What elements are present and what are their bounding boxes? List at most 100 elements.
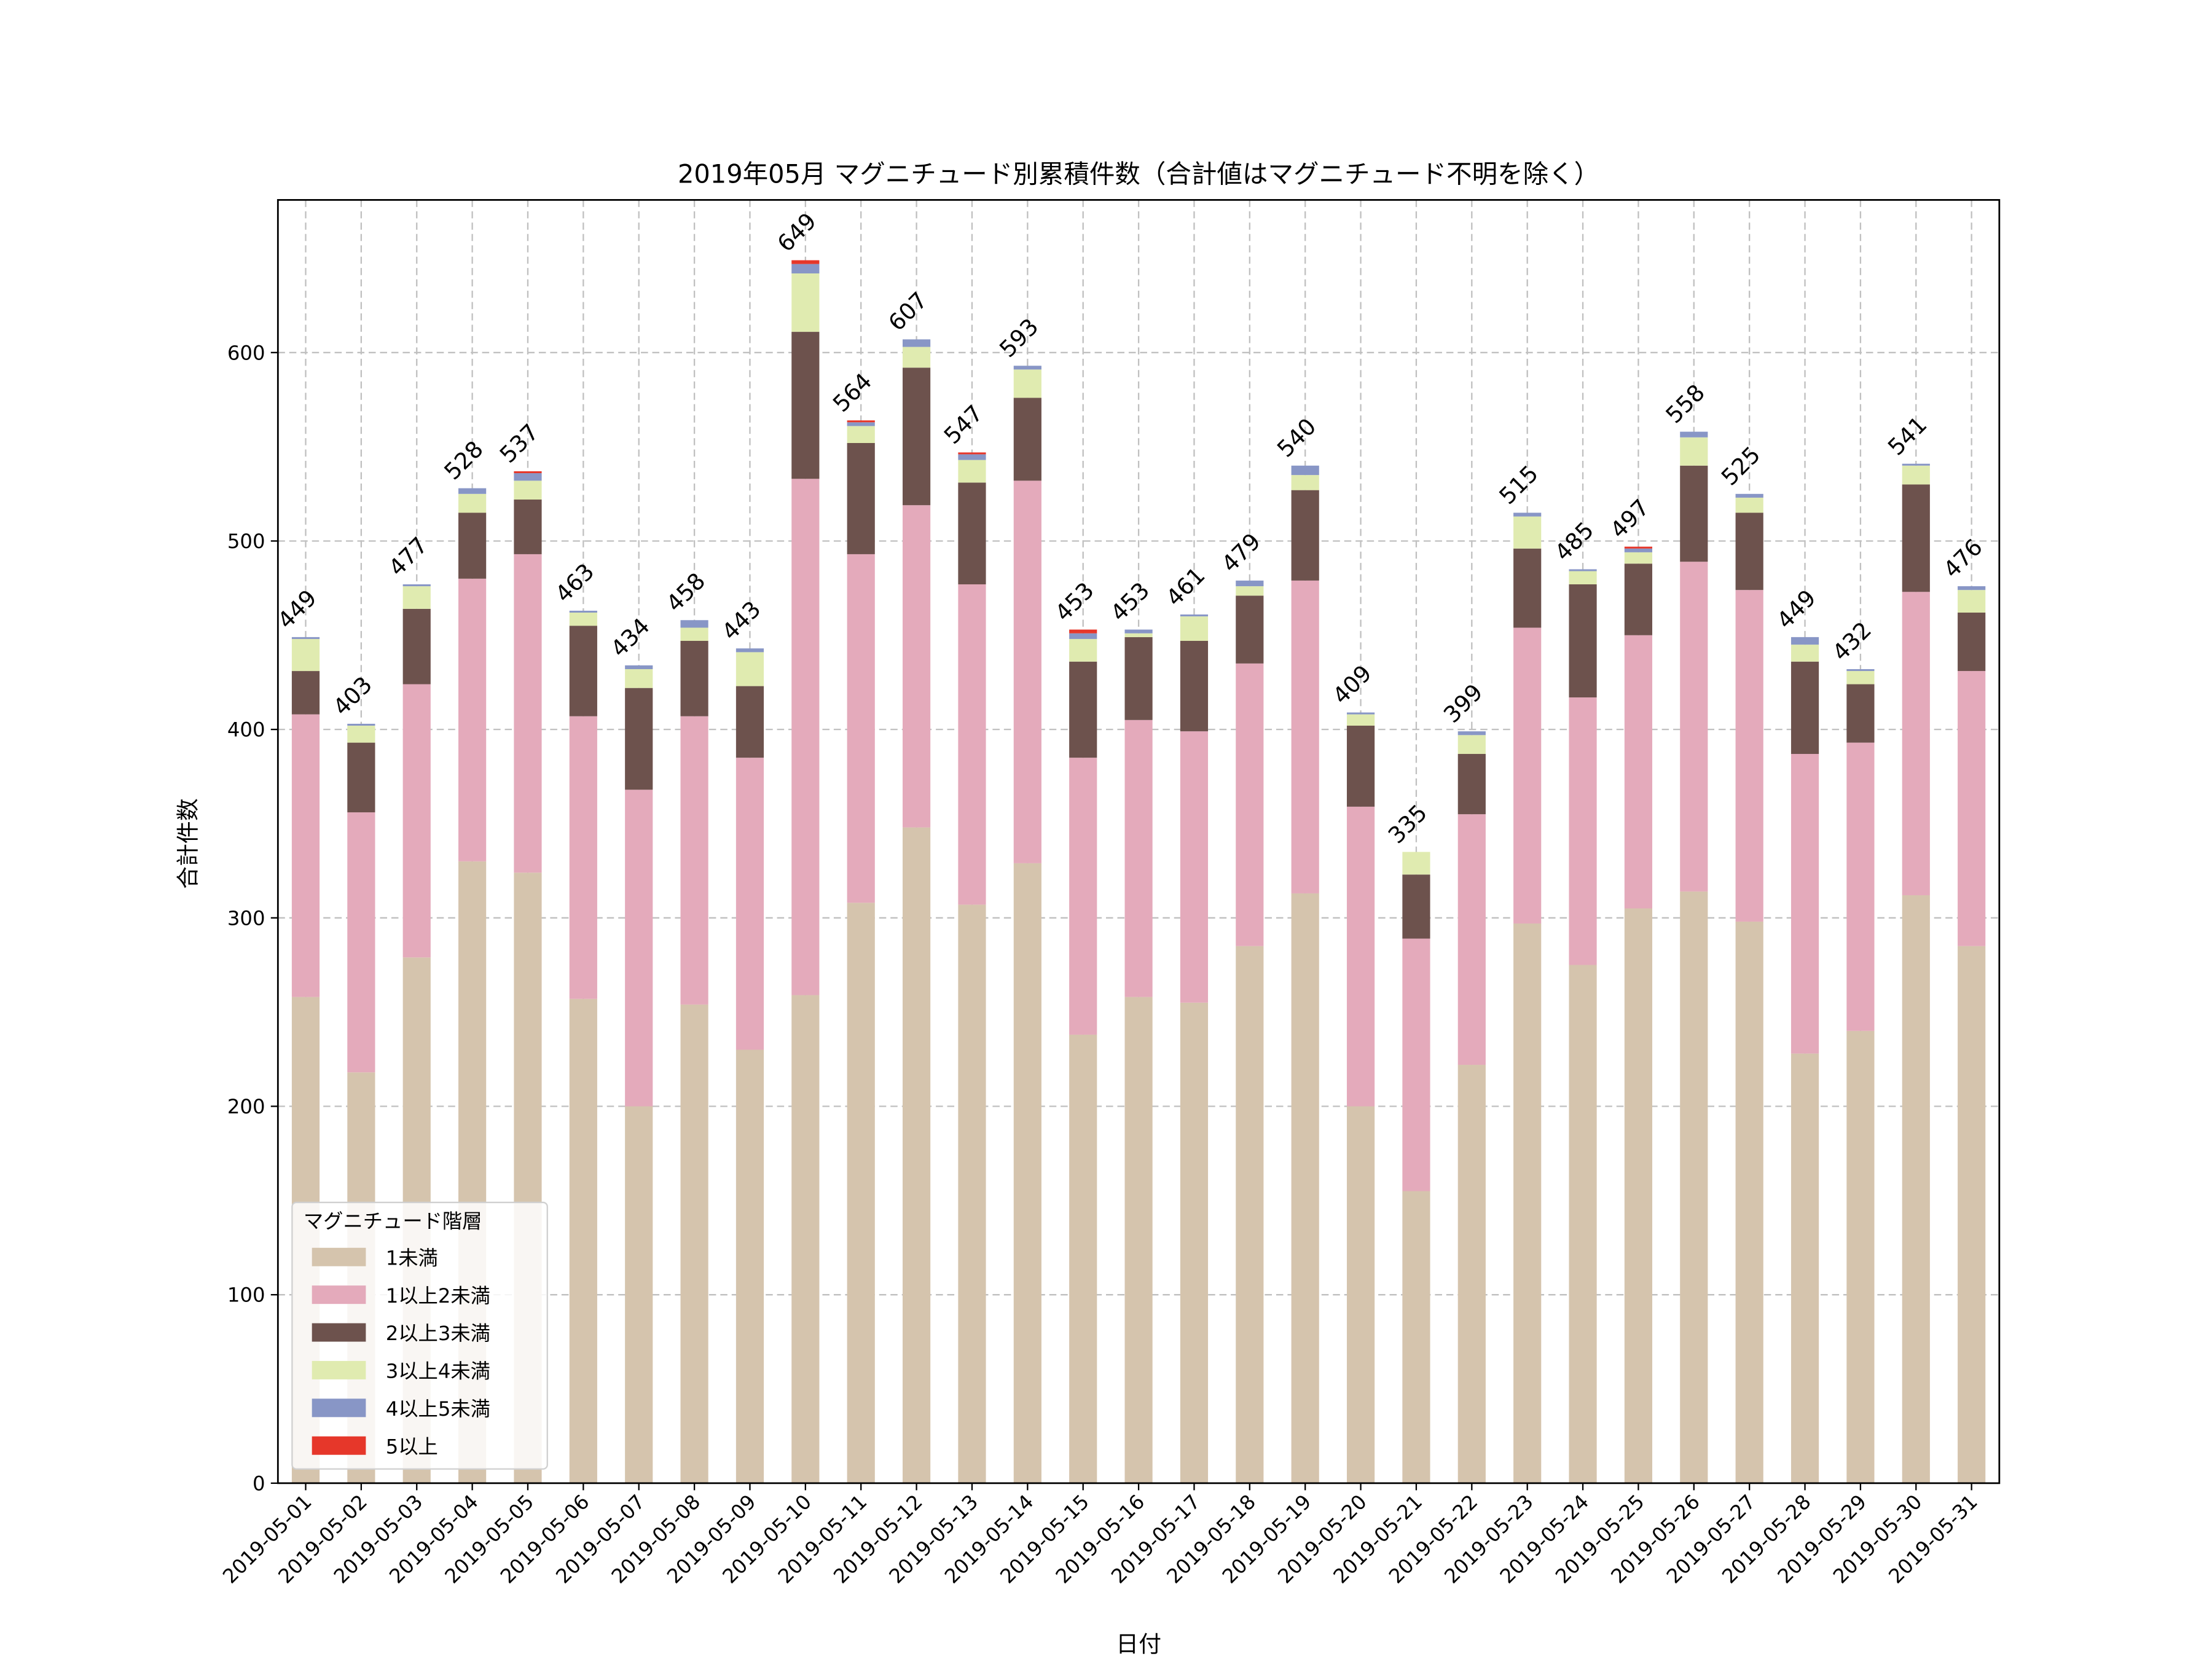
bar-segment-0 [1346, 1106, 1375, 1483]
bar-segment-3 [1346, 714, 1375, 726]
bar-segment-2 [1902, 484, 1930, 592]
bar-segment-0 [791, 995, 820, 1483]
bars [291, 260, 1986, 1483]
bar-segment-1 [1846, 742, 1875, 1031]
bar-segment-2 [1457, 754, 1486, 815]
bar-segment-0 [1735, 921, 1763, 1483]
bar-segment-4 [458, 488, 487, 494]
bar-segment-1 [1180, 731, 1209, 1003]
bar-segment-4 [958, 454, 986, 460]
bar-segment-0 [1680, 891, 1708, 1483]
bar-segment-1 [1291, 580, 1319, 893]
bar-segment-3 [791, 273, 820, 332]
bar-segment-0 [735, 1049, 764, 1483]
bar-segment-1 [1735, 590, 1763, 922]
bar-segment-3 [1902, 465, 1930, 485]
bar-segment-4 [847, 422, 875, 426]
bar-segment-1 [1013, 480, 1041, 863]
bar-segment-2 [1513, 548, 1542, 628]
bar-segment-1 [1402, 938, 1430, 1191]
bar-segment-5 [1069, 629, 1097, 633]
bar-segment-2 [1735, 512, 1763, 590]
bar-segment-3 [1846, 671, 1875, 684]
bar-segment-4 [1069, 633, 1097, 639]
bar-segment-3 [1236, 586, 1264, 596]
bar-segment-3 [1402, 852, 1430, 875]
bar-segment-4 [1624, 548, 1653, 552]
legend-swatch [312, 1360, 366, 1379]
bar-segment-0 [1457, 1065, 1486, 1483]
bar-segment-2 [1069, 661, 1097, 758]
legend: マグニチュード階層 1未満 1以上2未満 2以上3未満 3以上4未満 4以上5未満 5以上 [291, 1201, 548, 1470]
bar-segment-3 [902, 347, 931, 368]
bar-segment-2 [1291, 490, 1319, 581]
bar-segment-4 [1180, 614, 1209, 617]
bar-segment-0 [1402, 1191, 1430, 1483]
y-tick-label: 200 [227, 1095, 265, 1118]
bar-segment-1 [514, 554, 542, 873]
bar-segment-4 [625, 665, 653, 670]
bar-segment-0 [1569, 965, 1597, 1483]
bar-segment-1 [735, 758, 764, 1050]
bar-segment-1 [847, 554, 875, 903]
bar-segment-0 [958, 904, 986, 1483]
y-tick-label: 100 [227, 1284, 265, 1307]
bar-segment-2 [1846, 684, 1875, 743]
bar-segment-2 [791, 332, 820, 479]
y-axis-label: 合計件数 [175, 798, 201, 889]
bar-segment-3 [291, 638, 320, 672]
bar-segment-2 [402, 608, 431, 684]
bar-segment-0 [1624, 908, 1653, 1483]
bar-segment-1 [458, 578, 487, 861]
legend-swatch [312, 1285, 366, 1304]
bar-segment-1 [291, 714, 320, 997]
bar-segment-1 [1902, 592, 1930, 896]
bar-segment-1 [1958, 671, 1986, 946]
bar-segment-0 [1124, 997, 1153, 1483]
bar-segment-0 [1236, 946, 1264, 1483]
legend-label: 1以上2未満 [386, 1284, 490, 1308]
legend-swatch [312, 1436, 366, 1455]
legend-label: 2以上3未満 [386, 1322, 490, 1345]
bar-segment-3 [1569, 571, 1597, 585]
bar-segment-2 [1569, 584, 1597, 698]
bar-segment-1 [791, 479, 820, 995]
bar-segment-3 [1513, 516, 1542, 549]
bar-segment-4 [1236, 580, 1264, 587]
bar-segment-2 [1236, 595, 1264, 664]
bar-segment-1 [347, 812, 375, 1073]
bar-segment-2 [514, 499, 542, 554]
bar-segment-4 [1346, 712, 1375, 715]
bar-segment-0 [680, 1004, 708, 1483]
bar-segment-4 [514, 473, 542, 481]
bar-segment-2 [1624, 563, 1653, 635]
bar-segment-0 [847, 903, 875, 1483]
bar-segment-3 [1735, 497, 1763, 513]
bar-segment-3 [1124, 633, 1153, 637]
bar-segment-3 [1790, 645, 1819, 662]
bar-segment-0 [1790, 1053, 1819, 1483]
bar-segment-2 [1680, 465, 1708, 562]
bar-segment-4 [735, 648, 764, 653]
bar-segment-2 [347, 742, 375, 813]
bar-segment-3 [1180, 616, 1209, 641]
bar-segment-4 [1902, 463, 1930, 466]
bar-segment-0 [1846, 1030, 1875, 1483]
bar-segment-3 [1958, 590, 1986, 613]
legend-label: 1未満 [386, 1246, 438, 1269]
bar-segment-3 [347, 726, 375, 743]
bar-segment-1 [1457, 814, 1486, 1065]
bar-segment-1 [1236, 663, 1264, 946]
bar-segment-1 [1124, 720, 1153, 997]
bar-segment-2 [569, 626, 597, 716]
bar-segment-3 [1457, 735, 1486, 755]
bar-segment-1 [1680, 562, 1708, 892]
bar-segment-1 [1624, 635, 1653, 909]
bar-segment-3 [1069, 638, 1097, 662]
bar-segment-2 [847, 442, 875, 554]
bar-segment-2 [958, 482, 986, 585]
legend-title: マグニチュード階層 [304, 1209, 482, 1233]
bar-segment-1 [1513, 627, 1542, 924]
bar-segment-2 [1790, 661, 1819, 755]
bar-segment-0 [1180, 1002, 1209, 1483]
